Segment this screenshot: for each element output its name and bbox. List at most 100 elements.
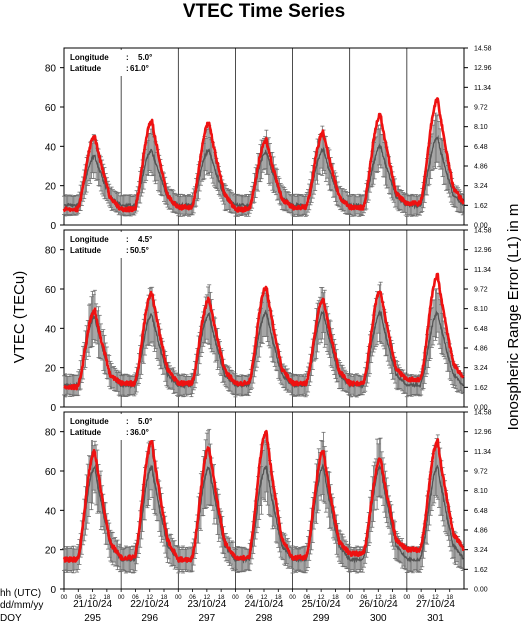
- x-date-label: 22/10/24: [130, 599, 169, 610]
- y-right-tick-label: 0.00: [474, 223, 488, 230]
- x-hour-label: 12: [432, 595, 439, 601]
- x-hour-label: 00: [61, 595, 68, 601]
- y-tick-label: 20: [45, 364, 57, 375]
- latitude-colon: :: [126, 64, 129, 73]
- location-info: Longitude:5.0° Latitude:36.0°: [66, 414, 170, 440]
- x-doy-label: 298: [256, 613, 273, 623]
- x-hour-label: 00: [346, 595, 353, 601]
- y-tick-label: 0: [50, 403, 56, 414]
- y-right-tick-label: 12.96: [474, 429, 492, 436]
- y-right-tick-label: 8.10: [474, 124, 488, 131]
- y-right-tick-label: 1.62: [474, 203, 488, 210]
- x-hour-label: 00: [289, 595, 296, 601]
- x-hour-label: 18: [389, 595, 396, 601]
- y-tick-label: 20: [45, 182, 57, 193]
- y-tick-label: 40: [45, 142, 57, 153]
- x-hour-label: 12: [318, 595, 325, 601]
- panel-1: 0 20 40 60 80 0.00 1.62 3.24 4.86 6.48 8.10 9.72 11.…: [45, 46, 492, 233]
- latitude-label: Latitude: [70, 428, 102, 437]
- y-right-tick-label: 0.00: [474, 405, 488, 412]
- footer: hh (UTC) dd/mm/yy DOY: [0, 588, 43, 623]
- y-right-tick-label: 1.62: [474, 385, 488, 392]
- latitude-value: 36.0°: [130, 428, 149, 437]
- y-right-tick-label: 11.34: [474, 267, 491, 274]
- longitude-value: 5.0°: [138, 417, 152, 426]
- reference-error-bars: [62, 428, 465, 574]
- y-right-tick-label: 4.86: [474, 346, 488, 353]
- right-axis-label: Ionospheric Range Error (L1) in m: [505, 204, 522, 431]
- x-hour-label: 12: [375, 595, 382, 601]
- x-hour-label: 18: [104, 595, 111, 601]
- y-right-tick-label: 4.86: [474, 528, 488, 535]
- y-tick-label: 40: [45, 324, 57, 335]
- chart-title: VTEC Time Series: [183, 1, 345, 22]
- y-right-tick-label: 14.58: [474, 46, 492, 53]
- y-right-tick-label: 4.86: [474, 164, 488, 171]
- latitude-label: Latitude: [70, 246, 102, 255]
- y-right-tick-label: 0.00: [474, 587, 488, 594]
- x-date-label: 21/10/24: [73, 599, 112, 610]
- x-date-label: 27/10/24: [416, 599, 455, 610]
- x-hour-label: 18: [332, 595, 339, 601]
- x-hour-label: 06: [361, 595, 368, 601]
- y-right-tick-label: 6.48: [474, 144, 488, 151]
- y-tick-label: 60: [45, 103, 57, 114]
- panels: 0 20 40 60 80 0.00 1.62 3.24 4.86 6.48 8.10 9.72 11.…: [45, 46, 492, 597]
- y-right-tick-label: 3.24: [474, 547, 488, 554]
- observed-series: [63, 272, 465, 391]
- x-hour-label: 00: [404, 595, 411, 601]
- x-hour-label: 12: [146, 595, 153, 601]
- x-doy-label: 296: [141, 613, 158, 623]
- observed-series: [62, 429, 465, 563]
- y-right-tick-label: 9.72: [474, 287, 488, 294]
- y-right-tick-label: 14.58: [474, 228, 492, 235]
- x-hour-label: 18: [161, 595, 168, 601]
- longitude-label: Longitude: [70, 235, 109, 244]
- x-date-label: 24/10/24: [245, 599, 284, 610]
- y-right-tick-label: 3.24: [474, 365, 488, 372]
- y-right-tick-label: 12.96: [474, 65, 492, 72]
- x-hour-label: 06: [246, 595, 253, 601]
- y-tick-label: 60: [45, 285, 57, 296]
- panel-frame: [63, 47, 465, 226]
- longitude-colon: :: [126, 417, 129, 426]
- x-hour-label: 06: [132, 595, 139, 601]
- y-right-tick-label: 12.96: [474, 247, 492, 254]
- x-hour-label: 12: [89, 595, 96, 601]
- y-tick-label: 80: [45, 246, 57, 257]
- y-right-tick-label: 9.72: [474, 469, 488, 476]
- x-doy-label: 299: [313, 613, 330, 623]
- observed-series: [62, 97, 465, 213]
- x-hour-label: 12: [204, 595, 211, 601]
- longitude-colon: :: [126, 53, 129, 62]
- y-right-tick-label: 11.34: [474, 449, 491, 456]
- x-hour-label: 00: [175, 595, 182, 601]
- x-hour-label: 00: [118, 595, 125, 601]
- x-hour-label: 18: [446, 595, 453, 601]
- y-tick-label: 40: [45, 506, 57, 517]
- x-date-label: 25/10/24: [302, 599, 341, 610]
- y-tick-label: 80: [45, 428, 57, 439]
- x-doy-label: 295: [84, 613, 101, 623]
- x-doy-label: 297: [199, 613, 216, 623]
- left-axis-label: VTEC (TECu): [11, 271, 28, 364]
- y-right-tick-label: 8.10: [474, 306, 488, 313]
- y-right-tick-label: 9.72: [474, 105, 488, 112]
- x-hour-label: 06: [418, 595, 425, 601]
- x-hour-label: 00: [232, 595, 239, 601]
- location-info-bg: [66, 232, 170, 258]
- location-info-bg: [66, 50, 170, 76]
- y-right-tick-label: 1.62: [474, 567, 488, 574]
- longitude-value: 5.0°: [138, 53, 152, 62]
- x-doy-label: 300: [370, 613, 387, 623]
- latitude-value: 61.0°: [130, 64, 149, 73]
- x-date-label: 26/10/24: [359, 599, 398, 610]
- footer-hh-label: hh (UTC): [0, 588, 41, 599]
- x-hour-label: 06: [304, 595, 311, 601]
- location-info: Longitude:5.0° Latitude:61.0°: [66, 50, 170, 76]
- location-info: Longitude:4.5° Latitude:50.5°: [66, 232, 170, 258]
- panel-frame: [63, 229, 465, 408]
- y-right-tick-label: 14.58: [474, 410, 492, 417]
